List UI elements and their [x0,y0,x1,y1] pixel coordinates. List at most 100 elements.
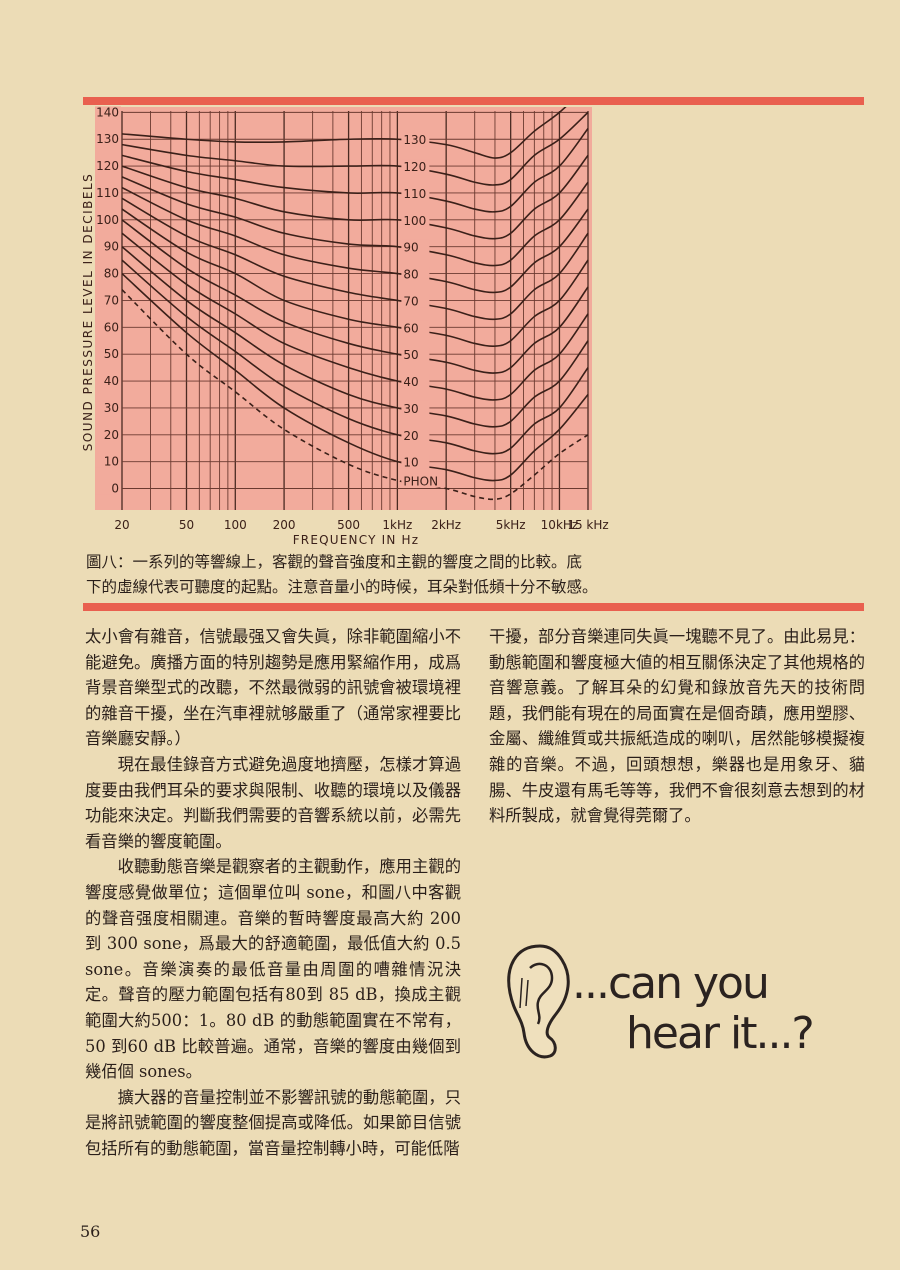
tick-label-bg [95,401,121,414]
y-tick-label: 140 [96,105,119,119]
curve [121,219,589,374]
curve-label: 90 [403,241,418,255]
curve-label: PHON [403,474,438,488]
rule-bottom [83,603,864,611]
paragraph: 擴大器的音量控制並不影響訊號的動態範圍，只是將訊號範圍的響度整個提高或降低。如果… [85,1087,461,1158]
y-tick-label: 120 [96,159,119,173]
curve [121,208,589,347]
curve-label-bg [401,454,430,469]
tick-label-bg [95,455,121,468]
curve-label-bg [401,185,430,200]
curve-label: 20 [403,429,418,443]
x-tick-label: 50 [179,518,194,532]
tick-label-bg [95,428,121,441]
curve-label: 70 [403,294,418,308]
tick-label-bg [95,294,121,307]
curve-label-bg [401,239,430,254]
curve-label: 110 [403,187,426,201]
tick-label-bg [95,482,121,495]
curve-label-bg [401,400,430,415]
paragraph: 收聽動態音樂是觀察者的主觀動作，應用主觀的響度感覺做單位；這個單位叫 sone，… [85,857,461,1082]
tick-label-bg [95,106,121,119]
curve-label: 40 [403,375,418,389]
tick-label-bg [95,240,121,253]
paragraph: 現在最佳錄音方式避免過度地擠壓，怎樣才算過度要由我們耳朵的要求與限制、收聽的環境… [85,754,461,851]
y-tick-label: 80 [104,267,119,281]
x-tick-label: 10kHz [541,518,579,532]
curve [121,107,567,159]
x-tick-label: 5kHz [496,518,526,532]
curve-label-bg [401,132,430,147]
x-tick-label: 200 [273,518,296,532]
curve-label: 30 [403,402,418,416]
x-tick-label: 20 [114,518,129,532]
curve [121,197,589,321]
curve-label-bg [401,159,430,174]
curve-label: 60 [403,321,418,335]
tick-label-bg [95,375,121,388]
tick-label-bg [95,348,121,361]
ad-text: hear it...? [626,1008,815,1059]
curve-label: 130 [403,133,426,147]
curve [121,128,589,213]
curve-label-bg [401,473,442,488]
curve-label: 50 [403,348,418,362]
ear-icon [507,944,570,1059]
y-tick-label: 110 [96,186,119,200]
tick-label-bg [95,321,121,334]
y-tick-label: 0 [111,482,119,496]
tick-label-bg [95,213,121,226]
y-tick-label: 20 [104,428,119,442]
x-tick-label: 15 kHz [567,518,608,532]
curve [121,259,589,455]
paragraph: 太小會有雜音，信號最强又會失眞，除非範圍縮小不能避免。廣播方面的特別趨勢是應用緊… [85,627,461,749]
x-tick-label: 1kHz [382,518,412,532]
curve-label: 80 [403,268,418,282]
tick-label-bg [95,186,121,199]
ad-text: ...can you [572,958,770,1009]
curve [121,232,589,401]
chart: SOUND PRESSURE LEVEL IN DECIBELS FREQUEN… [81,105,609,547]
rule-top [83,97,864,105]
y-tick-label: 30 [104,401,119,415]
curve-label: 100 [403,214,426,228]
curve-label-bg [401,266,430,281]
curve-label: 10 [403,456,418,470]
tick-label-bg [95,160,121,173]
caption-line: 下的虛線代表可聽度的起點。注意音量小的時候，耳朵對低頻十分不敏感。 [86,578,598,596]
curve-label-bg [401,293,430,308]
caption-line: 圖八：一系列的等響線上，客觀的聲音強度和主觀的響度之間的比較。底 [86,553,583,571]
page-number: 56 [80,1222,101,1241]
y-tick-label: 60 [104,320,119,334]
curve-label-bg [401,374,430,389]
curve [121,272,589,482]
y-axis-label: SOUND PRESSURE LEVEL IN DECIBELS [81,173,95,452]
y-tick-label: 40 [104,374,119,388]
tick-label-bg [95,267,121,280]
curve-label-bg [401,347,430,362]
x-tick-label: 2kHz [431,518,461,532]
y-tick-label: 100 [96,213,119,227]
curve [121,154,589,240]
y-tick-label: 70 [104,293,119,307]
x-tick-label: 500 [337,518,360,532]
paragraph: 干擾，部分音樂連同失眞一塊聽不見了。由此易見：動態範圍和響度極大値的相互關係決定… [489,627,865,826]
left-column: 太小會有雜音，信號最强又會失眞，除非範圍縮小不能避免。廣播方面的特別趨勢是應用緊… [85,624,461,1161]
y-tick-label: 10 [104,455,119,469]
y-tick-label: 130 [96,132,119,146]
curve-label: 120 [403,160,426,174]
curve [121,111,589,186]
x-tick-label: 100 [224,518,247,532]
y-tick-label: 90 [104,240,119,254]
right-column: 干擾，部分音樂連同失眞一塊聽不見了。由此易見：動態範圍和響度極大値的相互關係決定… [489,624,865,829]
curve [121,246,589,428]
x-axis-label: FREQUENCY IN Hz [293,533,420,547]
plot [121,107,589,510]
curve-label-bg [401,212,430,227]
curve-label-bg [401,427,430,442]
curve [121,176,589,267]
curve [121,186,589,294]
y-tick-label: 50 [104,347,119,361]
tick-label-bg [95,133,121,146]
